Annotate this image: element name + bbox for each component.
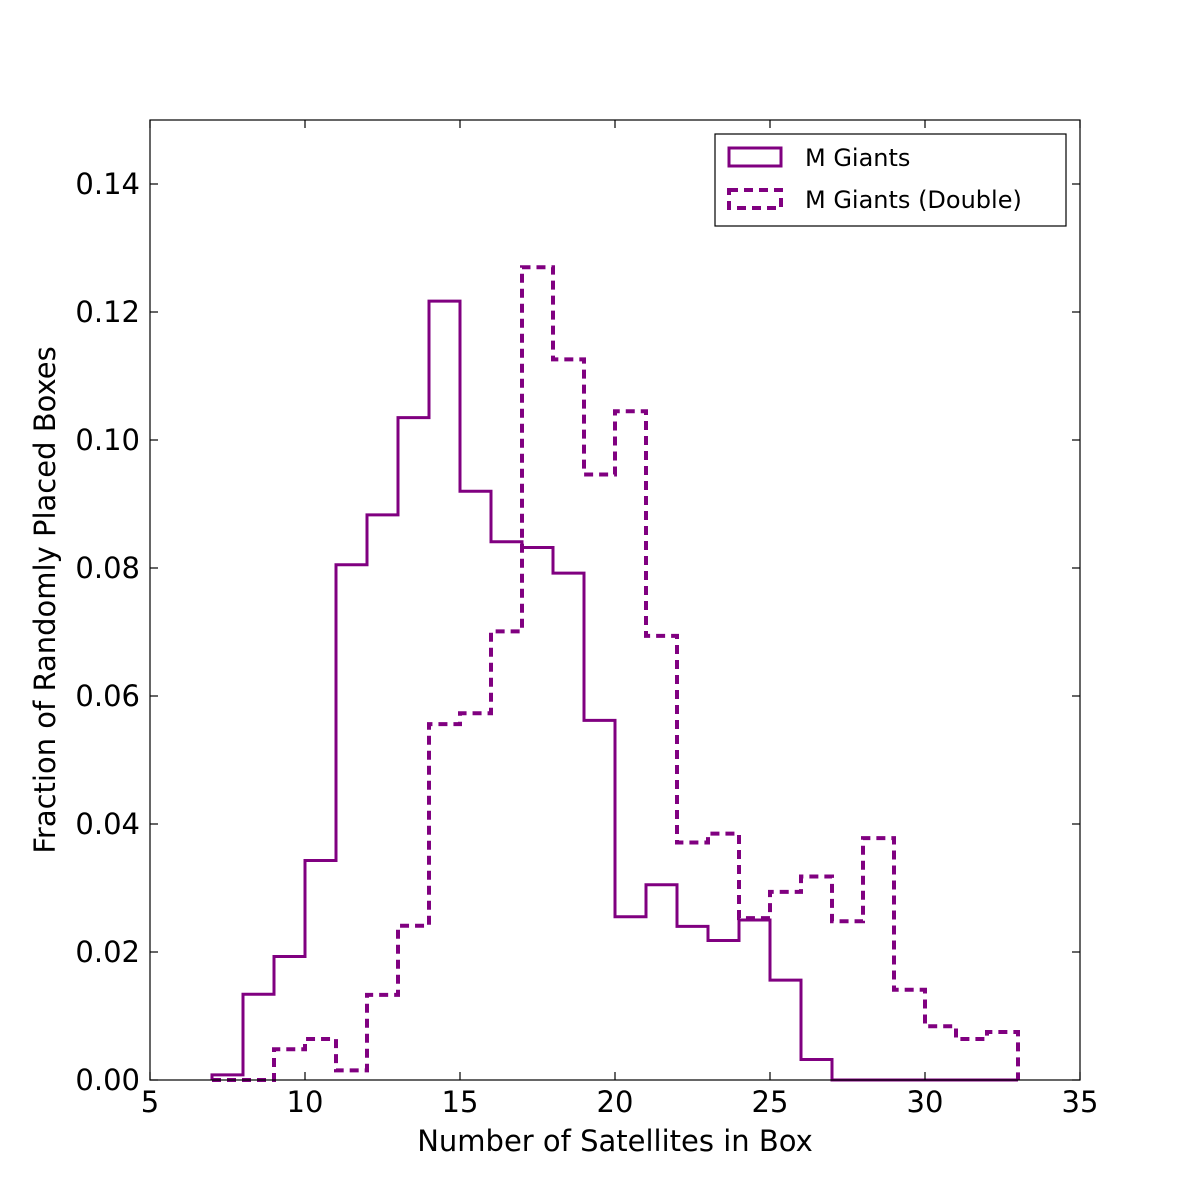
y-tick-label: 0.02	[75, 935, 140, 969]
y-tick-label: 0.04	[75, 807, 140, 841]
y-tick-label: 0.00	[75, 1063, 140, 1097]
y-tick-label: 0.08	[75, 551, 140, 585]
series-line-m-giants-double	[212, 265, 1020, 1082]
ticks-layer: 5 10 15 20 25 30 35 0.00 0.02 0.04 0.06 0.08 0.10 0.1…	[75, 120, 1098, 1119]
y-tick-label: 0.06	[75, 679, 140, 713]
legend-swatch-m-giants-double	[727, 188, 783, 210]
x-tick-label: 20	[597, 1085, 634, 1119]
series-layer	[210, 265, 1020, 1082]
x-tick-label: 5	[141, 1085, 159, 1119]
x-tick-label: 30	[907, 1085, 944, 1119]
x-axis-label: Number of Satellites in Box	[417, 1124, 813, 1158]
y-tick-label: 0.12	[75, 295, 140, 329]
legend: M Giants M Giants (Double)	[714, 133, 1067, 227]
series-line-m-giants	[210, 299, 1018, 1082]
x-tick-label: 25	[752, 1085, 789, 1119]
legend-label-m-giants: M Giants	[805, 144, 910, 172]
plot-frame	[149, 119, 1081, 1081]
x-tick-label: 10	[287, 1085, 324, 1119]
legend-label-m-giants-double: M Giants (Double)	[805, 186, 1022, 214]
legend-swatch-m-giants	[727, 146, 783, 168]
y-axis-label: Fraction of Randomly Placed Boxes	[28, 346, 62, 853]
y-tick-label: 0.14	[75, 167, 140, 201]
x-tick-label: 35	[1062, 1085, 1099, 1119]
y-tick-label: 0.10	[75, 423, 140, 457]
x-tick-label: 15	[442, 1085, 479, 1119]
